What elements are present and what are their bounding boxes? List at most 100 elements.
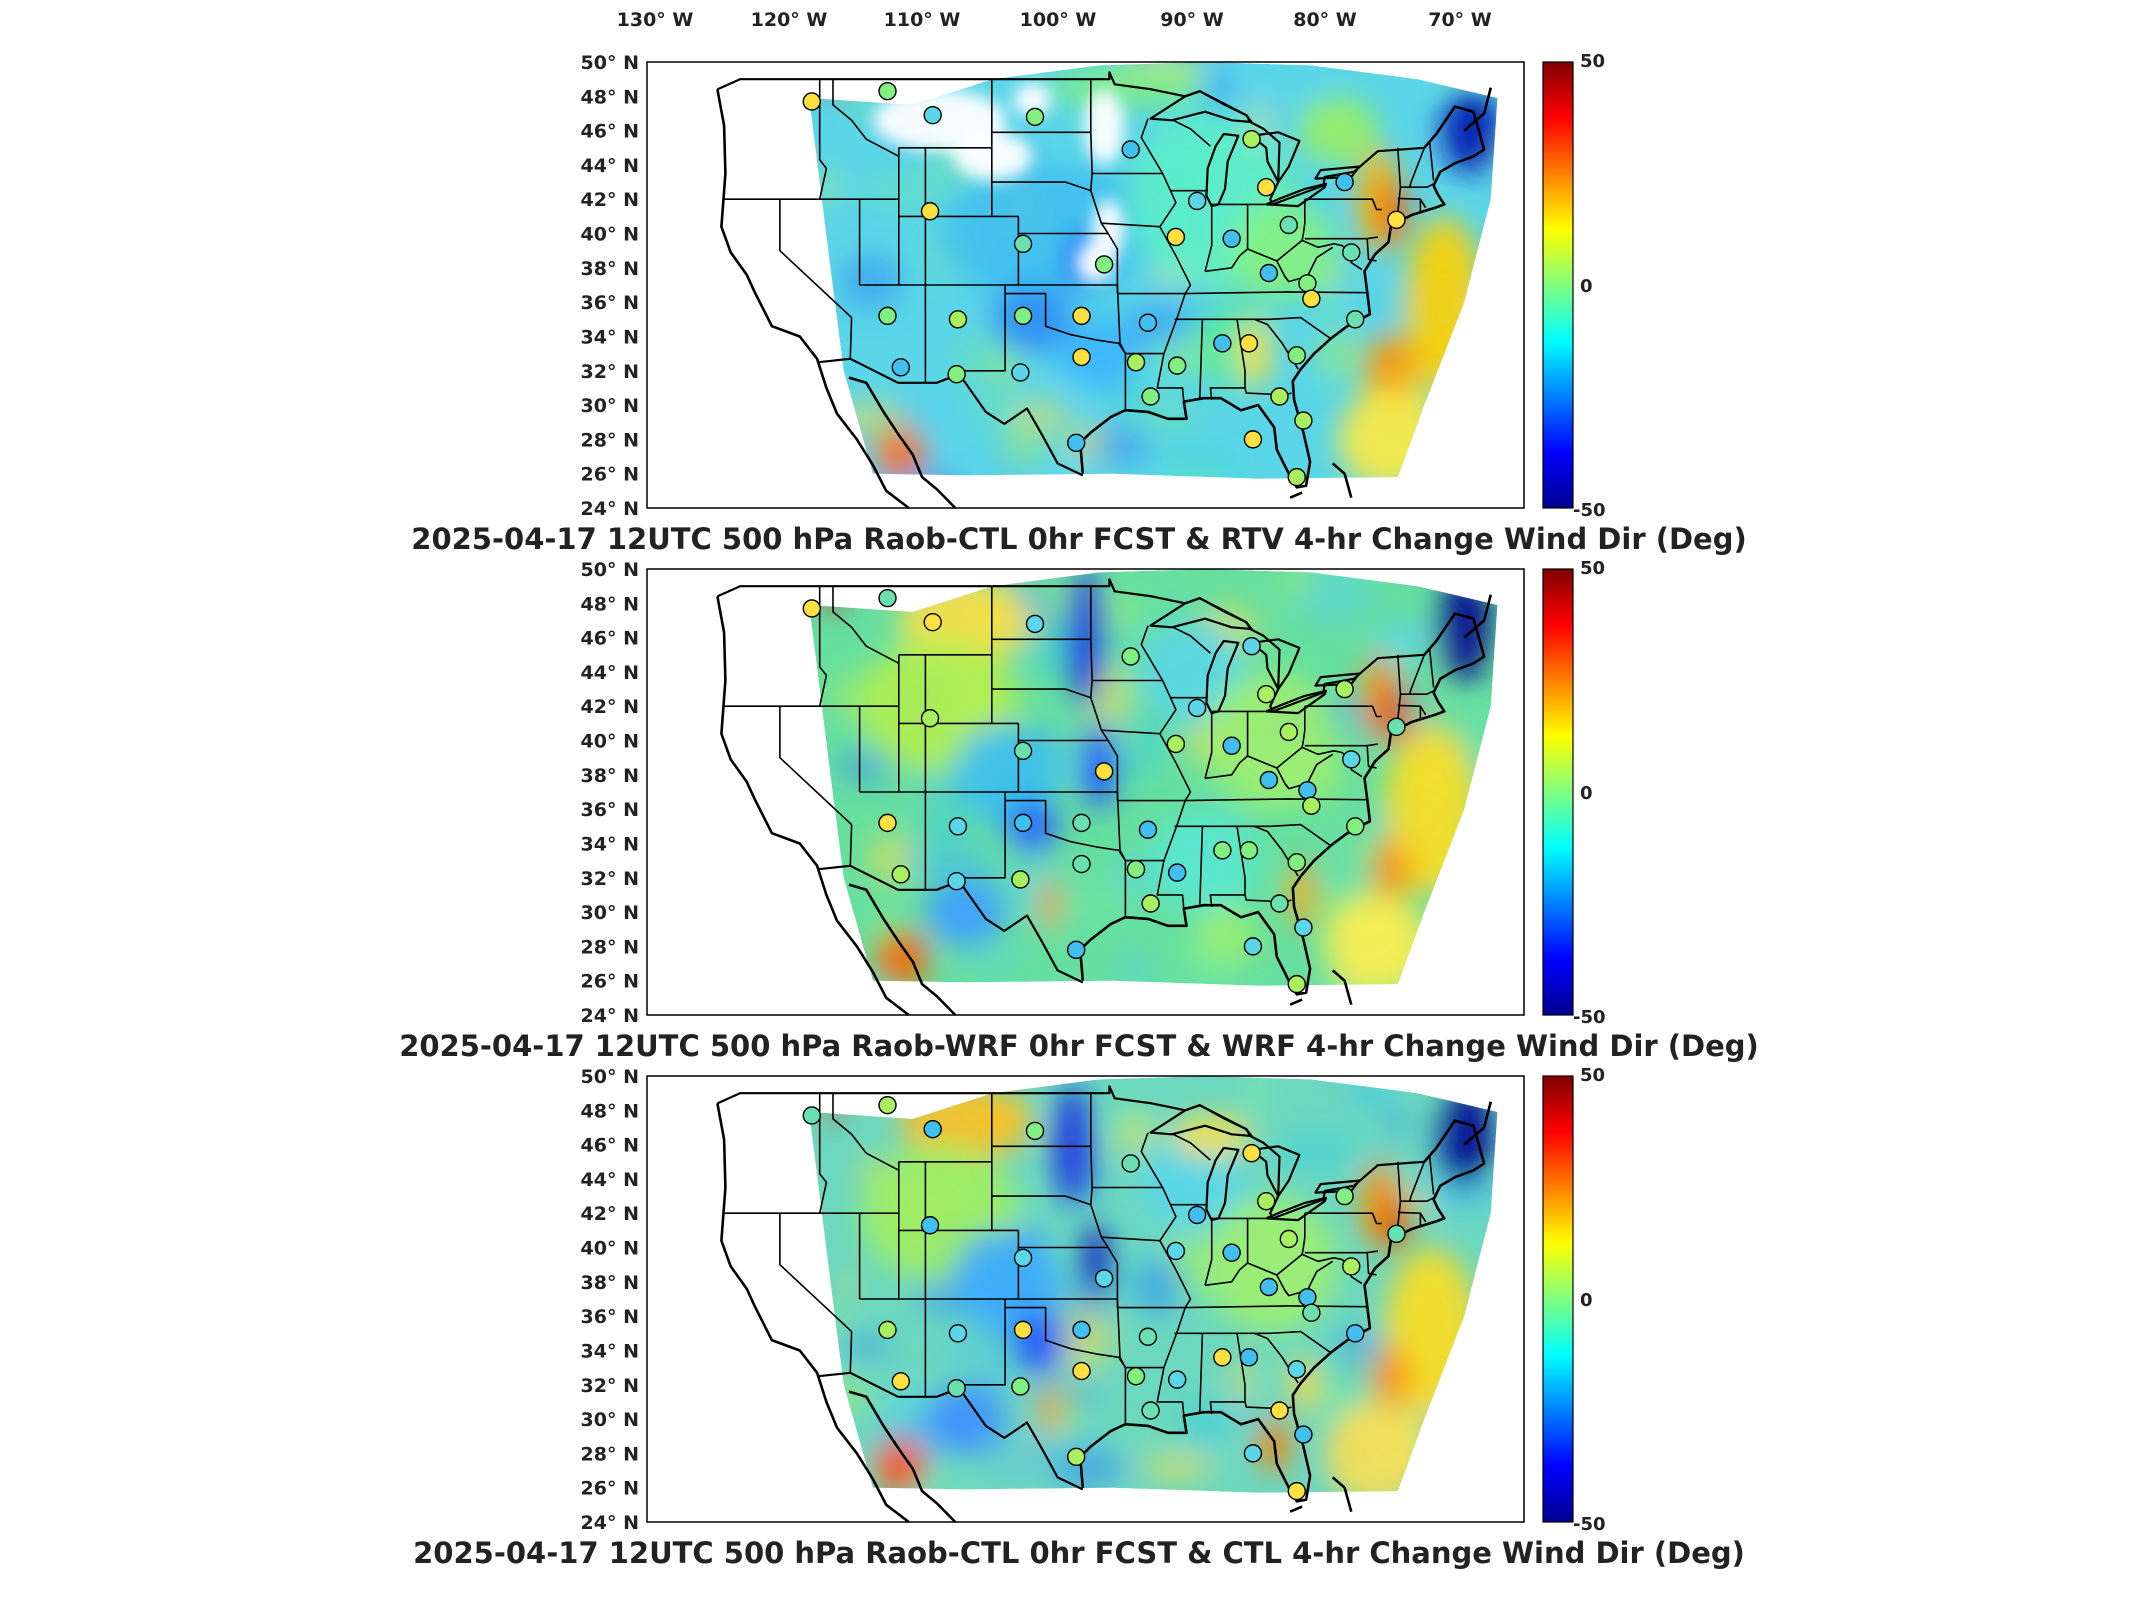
- station-marker: [1011, 1377, 1030, 1396]
- state-boundary: [1408, 654, 1426, 695]
- lat-label: 28° N: [581, 1443, 639, 1465]
- coastline: [1331, 1476, 1353, 1513]
- lat-label: 34° N: [581, 326, 639, 348]
- station-marker: [802, 92, 821, 111]
- station-marker: [1346, 817, 1365, 836]
- lat-label: 40° N: [581, 1238, 639, 1260]
- state-boundary: [1140, 625, 1192, 909]
- state-boundary: [1172, 626, 1211, 654]
- state-boundary: [1247, 248, 1278, 262]
- great-lake: [1265, 182, 1328, 208]
- state-boundary: [1174, 316, 1331, 339]
- station-marker: [1287, 1481, 1306, 1501]
- station-marker: [948, 1324, 968, 1343]
- state-boundary: [1090, 79, 1093, 191]
- lat-label: 26° N: [581, 464, 639, 486]
- state-boundary: [1090, 1204, 1119, 1308]
- state-boundary: [779, 706, 853, 826]
- state-boundary: [1301, 746, 1363, 778]
- lon-label: 130° W: [617, 9, 694, 31]
- lat-label: 46° N: [581, 121, 639, 143]
- state-boundary: [779, 199, 853, 319]
- state-boundary: [1304, 705, 1382, 718]
- state-boundary: [1204, 204, 1213, 272]
- station-marker: [1335, 679, 1354, 699]
- state-boundary: [1140, 1132, 1192, 1416]
- state-boundary: [849, 824, 853, 866]
- wind-direction-field: [809, 569, 1498, 986]
- colorbar-min-label: -50: [1573, 500, 1606, 521]
- map-frame: [646, 1075, 1525, 1523]
- colorbar-mid-label: 0: [1580, 783, 1593, 804]
- state-boundary: [818, 586, 828, 707]
- coastline: [1078, 612, 1486, 996]
- country-border: [716, 1085, 1456, 1220]
- lon-label: 110° W: [884, 9, 961, 31]
- state-boundary: [1408, 147, 1426, 188]
- state-boundary: [1090, 190, 1119, 294]
- station-marker: [1072, 813, 1091, 833]
- great-lake: [1149, 90, 1253, 124]
- lat-label: 30° N: [581, 902, 639, 924]
- coastline: [716, 89, 910, 510]
- state-boundary: [1101, 729, 1160, 735]
- station-marker: [1013, 741, 1033, 761]
- lat-label: 50° N: [581, 52, 639, 74]
- station-marker: [1302, 1303, 1321, 1322]
- coastline: [716, 1103, 910, 1524]
- station-marker: [1011, 363, 1030, 382]
- station-marker: [1346, 1324, 1365, 1343]
- great-lake: [1250, 131, 1301, 184]
- colorbar-scale: [1542, 568, 1574, 1016]
- station-marker: [1094, 255, 1114, 274]
- station-marker: [1141, 1401, 1160, 1420]
- station-marker: [1222, 736, 1241, 755]
- station-marker: [1094, 762, 1114, 781]
- station-marker: [1239, 1348, 1259, 1367]
- station-marker: [947, 1379, 966, 1398]
- station-marker: [1257, 1192, 1276, 1211]
- station-marker: [1298, 781, 1317, 800]
- state-boundary: [818, 79, 828, 200]
- lon-label: 100° W: [1020, 9, 1097, 31]
- station-marker: [948, 817, 968, 836]
- state-boundary: [1204, 1262, 1249, 1287]
- station-marker: [1298, 1288, 1317, 1307]
- coastline: [1331, 969, 1353, 1006]
- station-marker: [1013, 1320, 1033, 1340]
- state-boundary: [1301, 239, 1363, 271]
- station-marker: [878, 306, 897, 326]
- state-boundary: [1090, 586, 1093, 698]
- lat-label: 48° N: [581, 593, 639, 615]
- lat-label: 26° N: [581, 971, 639, 993]
- lat-label: 44° N: [581, 662, 639, 684]
- lat-label: 24° N: [581, 1512, 639, 1534]
- state-boundary: [1400, 690, 1434, 695]
- great-lake: [1205, 132, 1240, 208]
- coastline: [848, 1390, 957, 1523]
- station-marker: [1242, 129, 1261, 149]
- state-boundary: [991, 1195, 1092, 1206]
- lat-label: 36° N: [581, 292, 639, 314]
- state-boundary: [957, 792, 1006, 879]
- station-marker: [1013, 234, 1033, 254]
- lon-label: 70° W: [1428, 9, 1492, 31]
- lat-label: 50° N: [581, 559, 639, 581]
- lat-label: 36° N: [581, 799, 639, 821]
- station-marker: [1335, 1186, 1354, 1206]
- state-boundary: [1400, 1197, 1434, 1202]
- lat-label: 38° N: [581, 765, 639, 787]
- map-panel-raob-ctl-ctl: 50° N 48° N 46° N 44° N 42° N 40° N 38° N 36° N…: [581, 1065, 1606, 1535]
- station-marker: [1287, 467, 1306, 487]
- lat-label: 24° N: [581, 498, 639, 520]
- coastline: [1331, 462, 1353, 499]
- station-marker: [1346, 310, 1365, 329]
- map-panel-raob-wrf: 50° N 48° N 46° N 44° N 42° N 40° N 38° N 36° N…: [581, 558, 1606, 1028]
- station-marker: [1213, 841, 1232, 860]
- station-marker: [1335, 172, 1354, 192]
- state-boundary: [1301, 1253, 1363, 1285]
- state-boundary: [1397, 1211, 1427, 1223]
- station-marker: [802, 599, 821, 618]
- station-marker: [1342, 1257, 1361, 1276]
- state-boundary: [957, 285, 1006, 372]
